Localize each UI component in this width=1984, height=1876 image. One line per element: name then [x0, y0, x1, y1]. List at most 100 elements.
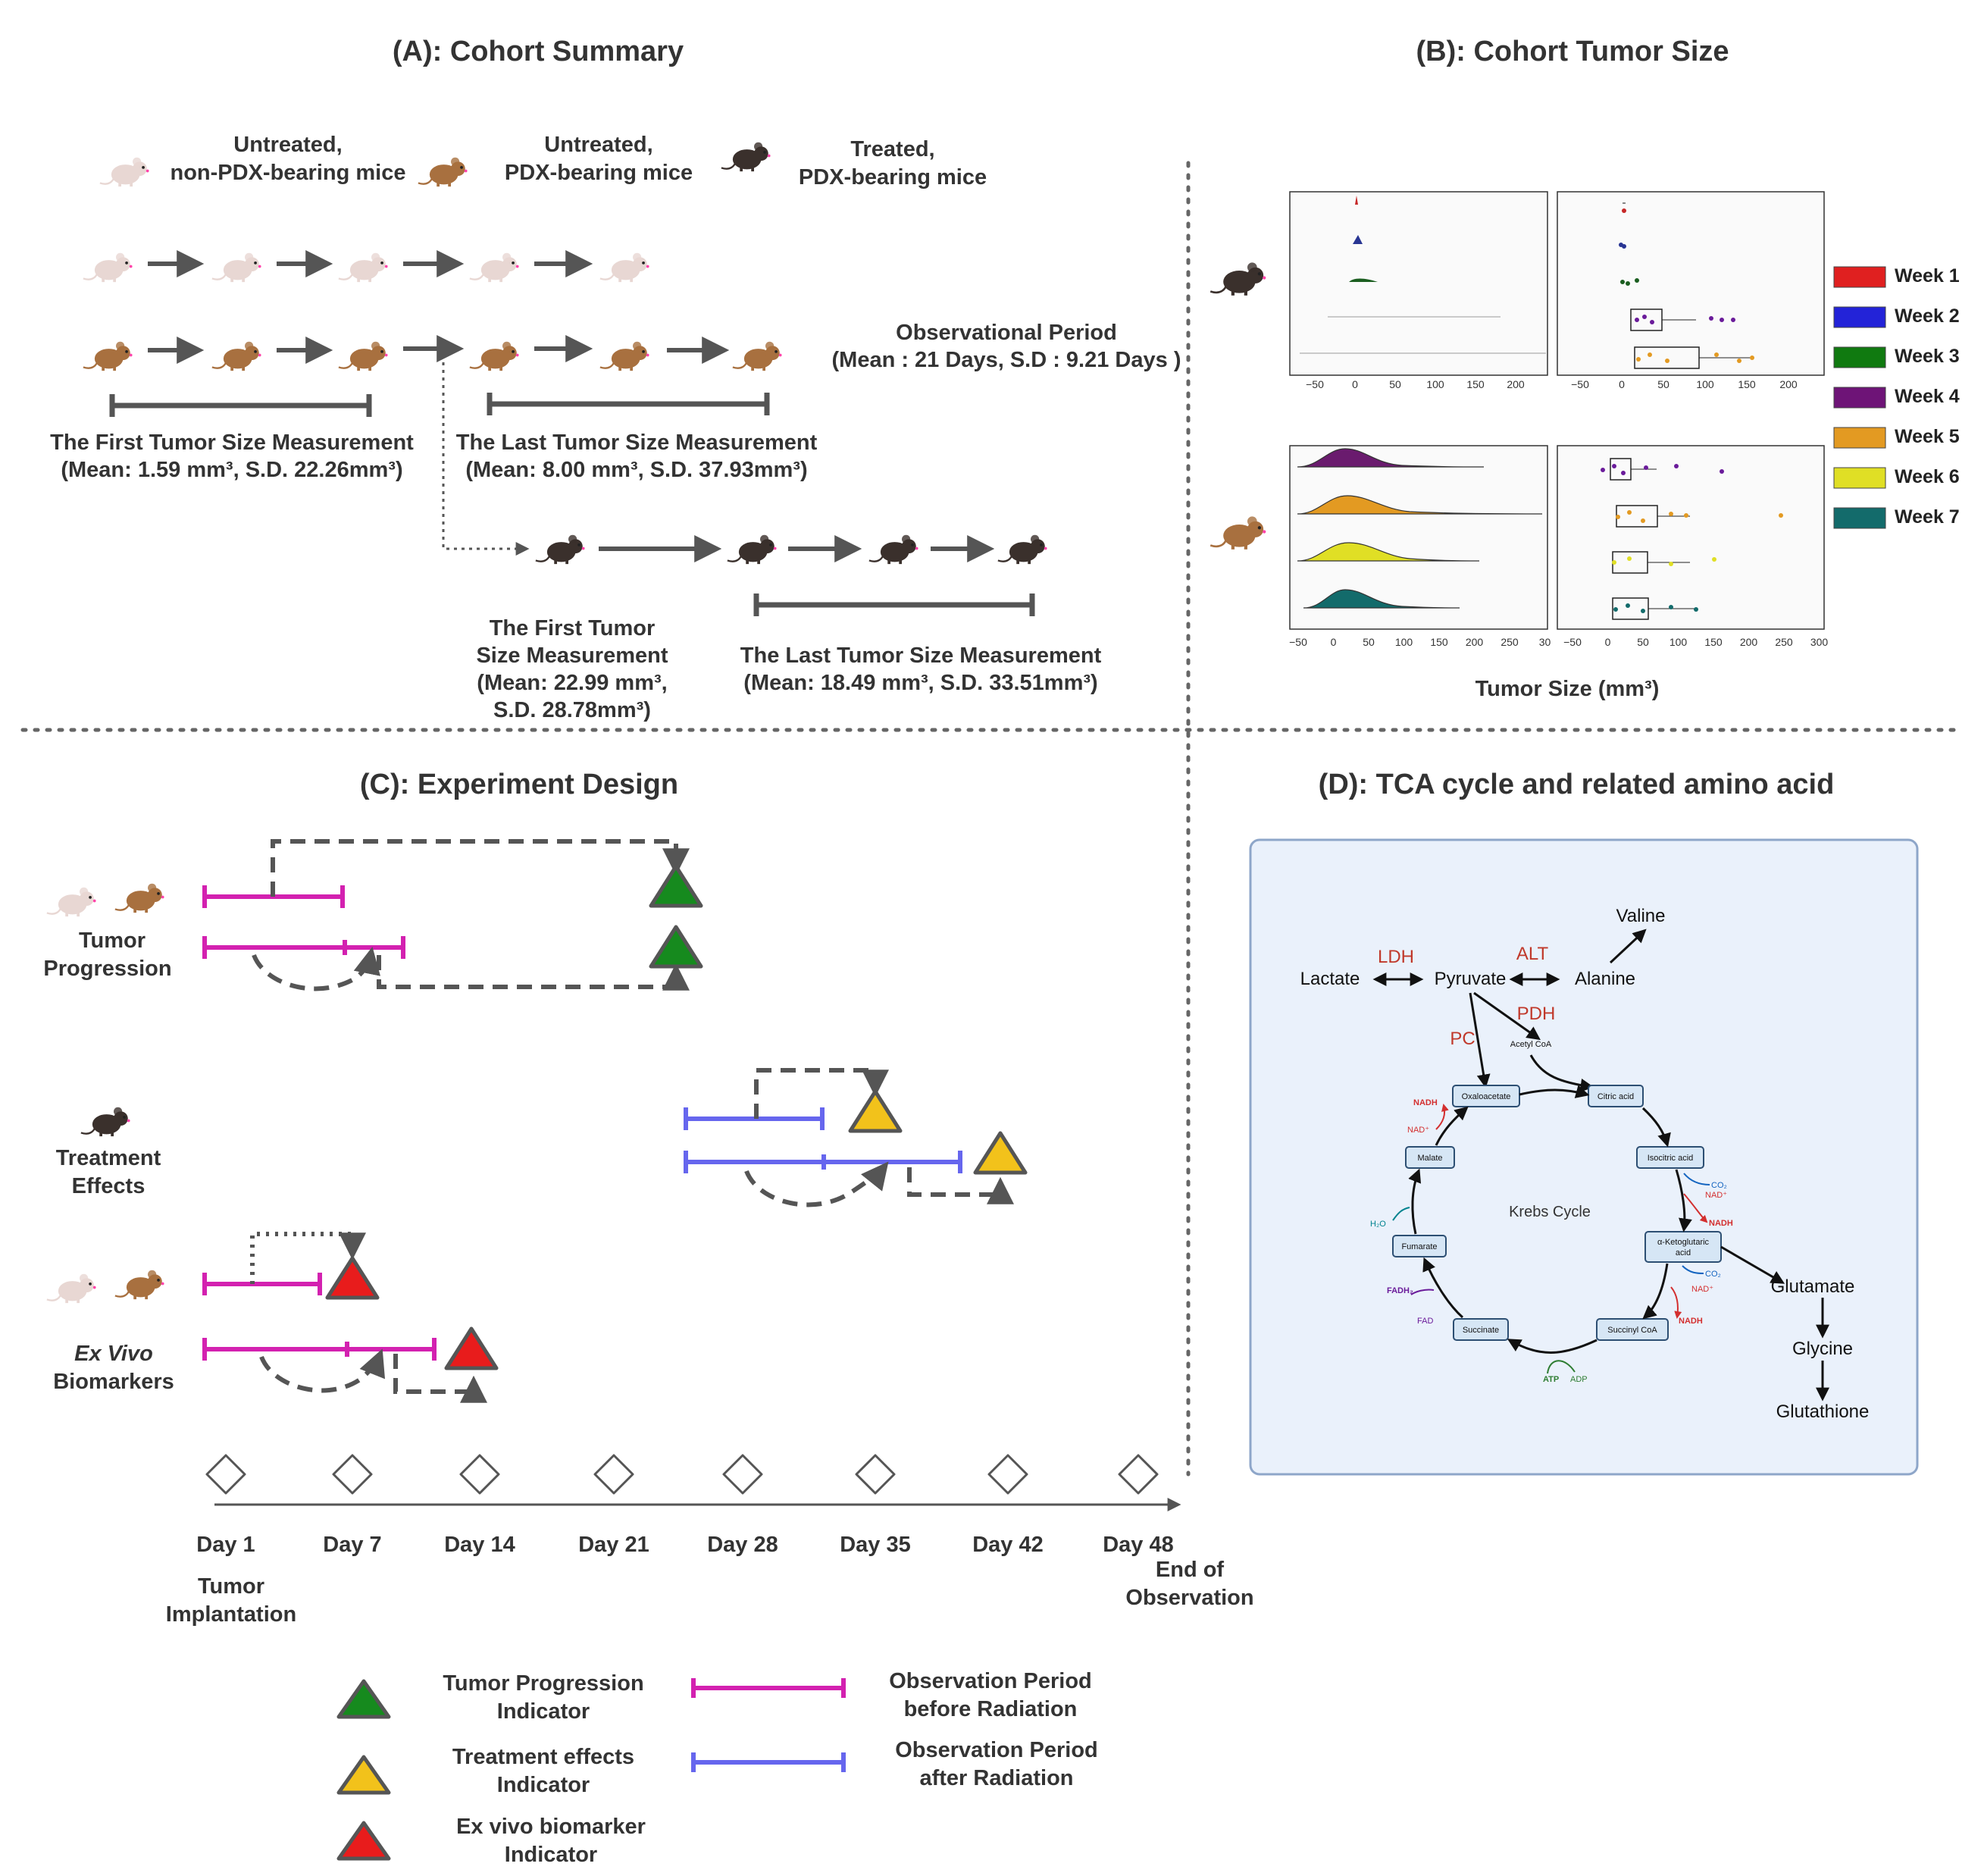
tick-label: 150 — [1430, 636, 1448, 648]
tp-triangle-2 — [649, 925, 703, 969]
pc-label: PC — [1450, 1029, 1475, 1049]
tca-background — [1249, 838, 1919, 1476]
day-label: Day 28 — [707, 1533, 778, 1557]
tick-label: 300 — [1810, 636, 1829, 648]
panel-d-title: (D): TCA cycle and related amino acid — [1319, 769, 1835, 800]
legend-tp-line1: Tumor Progression — [443, 1671, 643, 1696]
day-label: Day 14 — [444, 1533, 515, 1557]
dark-mouse-b-icon — [1209, 262, 1267, 297]
panel-c-title: (C): Experiment Design — [360, 769, 678, 800]
tick-label: 100 — [1696, 378, 1714, 390]
succinate-box — [1453, 1318, 1509, 1341]
succinyl-coa-box — [1596, 1318, 1669, 1341]
legend-ev-line1: Ex vivo biomarker — [456, 1815, 646, 1839]
tick-label: −50 — [1571, 378, 1589, 390]
svg-text:NAD⁺: NAD⁺ — [1691, 1285, 1713, 1294]
ridge-top-ticks: −50 0 50 100 150 200 — [1306, 378, 1525, 390]
timeline-diamond — [332, 1454, 373, 1495]
tick-label: 50 — [1637, 636, 1649, 648]
pyruvate-label: Pyruvate — [1435, 969, 1507, 989]
ldh-label: LDH — [1378, 947, 1414, 967]
tp-dashed-arrows — [252, 839, 690, 991]
te-triangle-1 — [848, 1089, 903, 1133]
legend-label: Week 1 — [1895, 265, 1960, 287]
svg-text:FAD: FAD — [1417, 1317, 1433, 1326]
legend-after-line1: Observation Period — [895, 1738, 1098, 1762]
treated-first-line2: Size Measurement — [476, 644, 668, 668]
panel-b-title: (B): Cohort Tumor Size — [1416, 36, 1729, 67]
legend-swatch — [1833, 507, 1886, 529]
group-2-line2: PDX-bearing mice — [505, 161, 693, 185]
timeline-diamond — [987, 1454, 1028, 1495]
timeline-diamonds — [205, 1454, 1159, 1495]
tick-label: 50 — [1657, 378, 1670, 390]
brown-mouse-row — [82, 340, 783, 372]
day-label: Day 1 — [196, 1533, 255, 1557]
tick-label: 200 — [1466, 636, 1484, 648]
day-label: Day 35 — [840, 1533, 911, 1557]
glycine-label: Glycine — [1792, 1339, 1853, 1359]
white-mouse-c3-icon — [45, 1273, 97, 1304]
svg-text:H₂O: H₂O — [1370, 1220, 1386, 1229]
legend-label: Week 6 — [1895, 466, 1960, 487]
row-ev-line1: Ex Vivo — [74, 1342, 153, 1366]
fumarate-box — [1392, 1235, 1447, 1257]
ev-bars — [202, 1273, 437, 1361]
succinyl-text: Succinyl CoA — [1607, 1326, 1657, 1335]
citric-text: Citric acid — [1598, 1092, 1634, 1101]
end-label-line2: Observation — [1125, 1586, 1253, 1610]
tick-label: −50 — [1563, 636, 1582, 648]
cofactor-arrows — [1392, 1104, 1710, 1374]
dark-mouse-c2-icon — [80, 1106, 131, 1138]
tick-label: 50 — [1389, 378, 1401, 390]
tick-label: 150 — [1466, 378, 1485, 390]
legend-before-line2: before Radiation — [904, 1697, 1078, 1721]
legend-te-triangle — [336, 1755, 391, 1795]
legend-ev-line2: Indicator — [505, 1843, 597, 1867]
panel-a-title: (A): Cohort Summary — [393, 36, 684, 67]
krebs-cycle-label: Krebs Cycle — [1509, 1204, 1591, 1220]
legend-label: Week 7 — [1895, 506, 1960, 528]
brown-mouse-c3-icon — [114, 1269, 165, 1301]
svg-text:NADH: NADH — [1709, 1219, 1733, 1228]
tick-label: 150 — [1704, 636, 1723, 648]
brown-row-arrows — [148, 335, 730, 364]
svg-text:FADH₂: FADH₂ — [1387, 1286, 1413, 1295]
legend-label: Week 2 — [1895, 305, 1960, 327]
untreated-first-line1: The First Tumor Size Measurement — [50, 431, 414, 455]
treated-first-line3: (Mean: 22.99 mm³, — [477, 671, 667, 695]
brown-mouse-b-icon — [1209, 515, 1267, 551]
start-label-line1: Tumor — [198, 1574, 264, 1599]
tick-label: 100 — [1395, 636, 1413, 648]
malate-text: Malate — [1417, 1154, 1442, 1163]
glutamate-label: Glutamate — [1771, 1276, 1855, 1297]
untreated-first-line2: (Mean: 1.59 mm³, S.D. 22.26mm³) — [61, 458, 402, 482]
group-1-line1: Untreated, — [233, 133, 342, 157]
group-2-line1: Untreated, — [544, 133, 652, 157]
group-3-line1: Treated, — [850, 137, 934, 161]
row-te-line2: Effects — [72, 1174, 146, 1198]
legend-label: Week 3 — [1895, 346, 1960, 367]
tca-boxes — [1392, 1085, 1722, 1341]
group-1-line2: non-PDX-bearing mice — [171, 161, 406, 185]
succinate-text: Succinate — [1463, 1326, 1499, 1335]
svg-text:NADH: NADH — [1679, 1317, 1703, 1326]
tick-label: −50 — [1289, 636, 1307, 648]
panel-b-xlabel: Tumor Size (mm³) — [1475, 677, 1660, 701]
tick-label: 0 — [1352, 378, 1358, 390]
dark-mouse-icon — [720, 141, 771, 173]
timeline-diamond — [593, 1454, 634, 1495]
svg-text:NADH: NADH — [1413, 1098, 1438, 1107]
te-triangle-2 — [973, 1131, 1028, 1175]
alt-label: ALT — [1516, 944, 1549, 964]
cofactor-labels: NADH NAD⁺ CO₂ NAD⁺ NADH CO₂ NAD⁺ NADH AT… — [1370, 1098, 1733, 1384]
fumarate-text: Fumarate — [1401, 1242, 1437, 1251]
tick-label: −50 — [1306, 378, 1324, 390]
lactate-label: Lactate — [1300, 969, 1360, 989]
obs-period-line1: Observational Period — [896, 321, 1117, 345]
akg-text-2: acid — [1676, 1248, 1691, 1257]
alanine-label: Alanine — [1575, 969, 1635, 989]
legend-swatch — [1833, 467, 1886, 489]
brown-mouse-icon — [417, 156, 468, 188]
timeline-diamond — [205, 1454, 246, 1495]
